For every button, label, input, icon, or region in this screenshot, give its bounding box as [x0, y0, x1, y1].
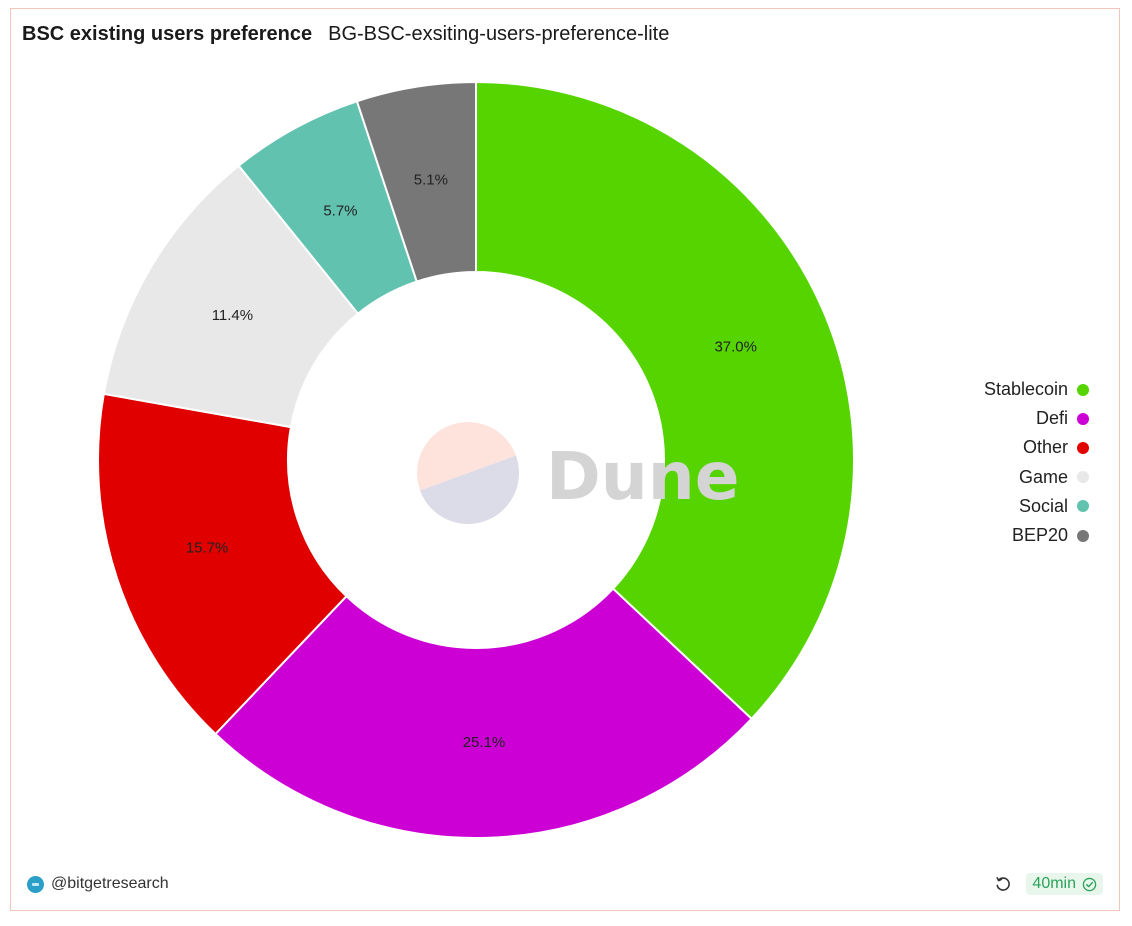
legend-dot-icon	[1077, 383, 1089, 396]
legend-item-game[interactable]: Game	[984, 463, 1089, 492]
legend-label: Stablecoin	[983, 379, 1068, 400]
legend-item-social[interactable]: Social	[984, 492, 1089, 521]
check-circle-icon	[1082, 877, 1097, 891]
footer-author[interactable]: @bitgetresearch	[27, 875, 169, 893]
legend-item-defi[interactable]: Defi	[984, 404, 1089, 433]
legend-dot-icon	[1077, 529, 1089, 542]
slice-other[interactable]	[97, 392, 348, 736]
legend-label: Game	[1018, 466, 1068, 487]
slice-label-social: 5.7%	[323, 203, 357, 220]
legend-item-other[interactable]: Other	[984, 433, 1089, 462]
legend-label: Social	[1018, 495, 1068, 516]
legend-dot-icon	[1077, 500, 1089, 513]
legend-label: Other	[1022, 437, 1068, 458]
chart-card: BSC existing users preference BG-BSC-exs…	[10, 8, 1120, 911]
refresh-icon[interactable]	[994, 875, 1012, 893]
slice-bep20[interactable]	[355, 80, 477, 283]
donut-chart: Dune 37.0% 25.1% 15.7% 11.4% 5.7% 5.1%	[97, 80, 855, 839]
legend-label: Defi	[1035, 408, 1068, 429]
slices-group	[97, 80, 855, 839]
watermark-logo-bottom	[420, 455, 519, 524]
legend-item-stablecoin[interactable]: Stablecoin	[984, 375, 1089, 404]
slice-labels-group: 37.0% 25.1% 15.7% 11.4% 5.7% 5.1%	[186, 172, 757, 751]
dune-watermark: Dune	[417, 422, 740, 524]
legend-label: BEP20	[1011, 525, 1068, 546]
chart-subtitle: BG-BSC-exsiting-users-preference-lite	[328, 23, 670, 45]
legend-item-bep20[interactable]: BEP20	[984, 521, 1089, 550]
author-name[interactable]: @bitgetresearch	[51, 875, 169, 892]
chart-header: BSC existing users preference BG-BSC-exs…	[22, 23, 669, 46]
bitget-avatar-icon	[27, 875, 44, 893]
refresh-time-badge: 40min	[1026, 873, 1103, 895]
slice-label-bep20: 5.1%	[414, 172, 448, 189]
refresh-time: 40min	[1032, 875, 1076, 892]
chart-legend: Stablecoin Defi Other Game Social BEP20	[984, 375, 1089, 550]
slice-stablecoin[interactable]	[475, 80, 855, 721]
slice-label-defi: 25.1%	[463, 734, 506, 751]
slice-defi[interactable]	[214, 587, 753, 839]
legend-dot-icon	[1077, 412, 1089, 425]
slice-label-stablecoin: 37.0%	[714, 339, 757, 356]
footer-refresh: 40min	[994, 873, 1103, 895]
slice-label-other: 15.7%	[186, 539, 229, 556]
chart-title: BSC existing users preference	[22, 23, 313, 45]
legend-dot-icon	[1077, 471, 1089, 484]
watermark-logo-top	[417, 422, 516, 491]
watermark-text: Dune	[546, 438, 740, 515]
slice-label-game: 11.4%	[212, 307, 253, 324]
legend-dot-icon	[1077, 441, 1089, 454]
slice-game[interactable]	[102, 164, 360, 429]
